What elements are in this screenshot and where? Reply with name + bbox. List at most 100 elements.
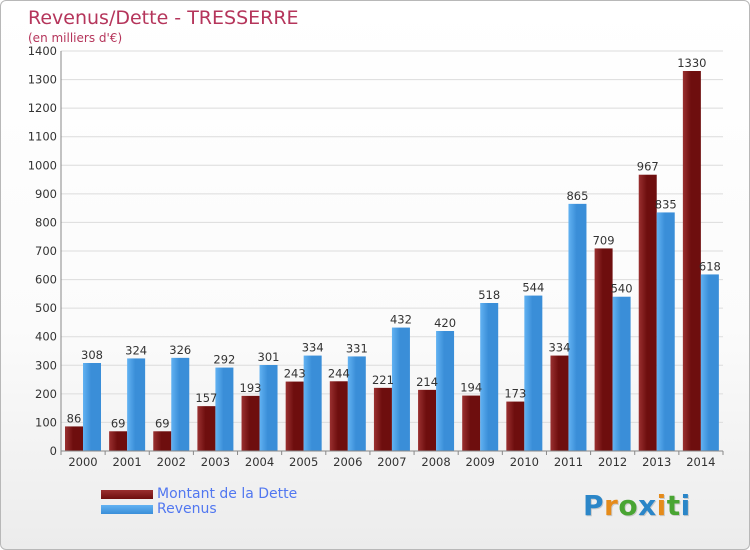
bar-debt-2008 — [418, 389, 437, 451]
bar-debt-2012 — [594, 248, 613, 451]
data-label-revenue: 326 — [169, 343, 191, 357]
bar-revenue-2006 — [347, 356, 366, 451]
chart-subtitle: (en milliers d'€) — [28, 31, 123, 45]
bar-debt-2010 — [506, 401, 525, 451]
bar-revenue-2012 — [612, 296, 631, 451]
bar-revenue-2009 — [480, 303, 499, 451]
x-tick-label: 2004 — [245, 455, 274, 469]
x-tick-label: 2006 — [333, 455, 362, 469]
logo-letter: o — [618, 489, 639, 522]
proxiti-logo: Proxiti — [583, 489, 691, 522]
logo-letter: P — [583, 489, 605, 522]
y-tick-label: 1000 — [28, 158, 57, 172]
y-tick-label: 700 — [35, 244, 57, 258]
legend-swatch-debt — [101, 490, 153, 499]
x-tick-label: 2011 — [554, 455, 583, 469]
y-tick-label: 500 — [35, 301, 57, 315]
bar-debt-2003 — [197, 406, 216, 451]
y-tick-label: 900 — [35, 187, 57, 201]
x-tick-label: 2001 — [112, 455, 141, 469]
logo-letter: r — [604, 489, 619, 522]
x-tick-label: 2014 — [686, 455, 715, 469]
x-tick-label: 2010 — [510, 455, 539, 469]
bar-debt-2006 — [329, 381, 348, 451]
bar-debt-2009 — [462, 395, 481, 451]
logo-letter: x — [638, 489, 657, 522]
bar-debt-2004 — [241, 395, 260, 451]
x-tick-label: 2009 — [466, 455, 495, 469]
data-label-debt: 243 — [284, 367, 306, 381]
chart-title: Revenus/Dette - TRESSERRE — [28, 7, 299, 29]
data-label-revenue: 331 — [346, 341, 368, 355]
y-tick-label: 300 — [35, 358, 57, 372]
x-tick-label: 2002 — [157, 455, 186, 469]
data-label-revenue: 865 — [566, 189, 588, 203]
y-tick-label: 1100 — [28, 130, 57, 144]
data-label-revenue: 540 — [611, 282, 633, 296]
x-tick-label: 2008 — [421, 455, 450, 469]
x-tick-label: 2003 — [201, 455, 230, 469]
bar-revenue-2001 — [127, 358, 146, 451]
data-label-revenue: 420 — [434, 316, 456, 330]
bar-debt-2011 — [550, 355, 569, 451]
data-label-revenue: 301 — [258, 350, 280, 364]
logo-letter: i — [680, 489, 691, 522]
x-tick-label: 2007 — [377, 455, 406, 469]
legend-label-revenue: Revenus — [157, 501, 217, 517]
bar-revenue-2000 — [83, 363, 101, 451]
bar-revenue-2004 — [259, 365, 278, 451]
logo-letter: t — [666, 489, 681, 522]
y-tick-label: 1300 — [28, 73, 57, 87]
bar-debt-2000 — [65, 426, 83, 451]
data-label-debt: 173 — [504, 387, 526, 401]
data-label-debt: 194 — [460, 381, 482, 395]
y-tick-label: 1200 — [28, 101, 57, 115]
bar-revenue-2013 — [656, 212, 675, 451]
data-label-revenue: 334 — [302, 341, 324, 355]
x-tick-label: 2005 — [289, 455, 318, 469]
y-tick-label: 800 — [35, 215, 57, 229]
data-label-revenue: 432 — [390, 313, 412, 327]
data-label-debt: 69 — [111, 416, 126, 430]
bar-revenue-2007 — [391, 327, 410, 451]
data-label-debt: 157 — [195, 391, 217, 405]
data-label-revenue: 618 — [699, 259, 721, 273]
data-label-debt: 214 — [416, 375, 438, 389]
y-tick-label: 0 — [50, 444, 57, 458]
data-label-debt: 334 — [548, 341, 570, 355]
bar-revenue-2003 — [215, 367, 234, 451]
bar-revenue-2014 — [700, 274, 719, 451]
bar-debt-2007 — [373, 387, 392, 451]
bar-debt-2014 — [682, 71, 701, 451]
bar-debt-2001 — [109, 431, 128, 451]
bar-revenue-2002 — [171, 357, 190, 451]
legend-swatch-revenue — [101, 505, 153, 514]
bar-debt-2002 — [153, 431, 172, 451]
data-label-revenue: 324 — [125, 343, 147, 357]
data-label-revenue: 518 — [478, 288, 500, 302]
data-label-debt: 193 — [240, 381, 262, 395]
legend-item-debt: Montant de la Dette — [101, 487, 297, 502]
y-tick-label: 400 — [35, 330, 57, 344]
data-label-revenue: 308 — [81, 348, 103, 362]
bar-revenue-2005 — [303, 355, 322, 451]
data-label-debt: 221 — [372, 373, 394, 387]
data-label-debt: 967 — [637, 160, 659, 174]
bar-revenue-2010 — [524, 295, 543, 451]
data-label-revenue: 544 — [522, 281, 544, 295]
x-tick-label: 2000 — [68, 455, 97, 469]
bar-debt-2005 — [285, 381, 304, 451]
data-label-debt: 1330 — [677, 56, 706, 70]
legend-label-debt: Montant de la Dette — [157, 486, 298, 502]
data-label-debt: 244 — [328, 366, 350, 380]
x-tick-label: 2012 — [598, 455, 627, 469]
y-tick-label: 100 — [35, 415, 57, 429]
data-label-revenue: 835 — [655, 197, 677, 211]
data-label-debt: 86 — [67, 411, 82, 425]
legend-item-revenue: Revenus — [101, 502, 297, 517]
y-tick-label: 1400 — [28, 44, 57, 58]
bar-revenue-2011 — [568, 203, 587, 451]
data-label-revenue: 292 — [213, 353, 235, 367]
